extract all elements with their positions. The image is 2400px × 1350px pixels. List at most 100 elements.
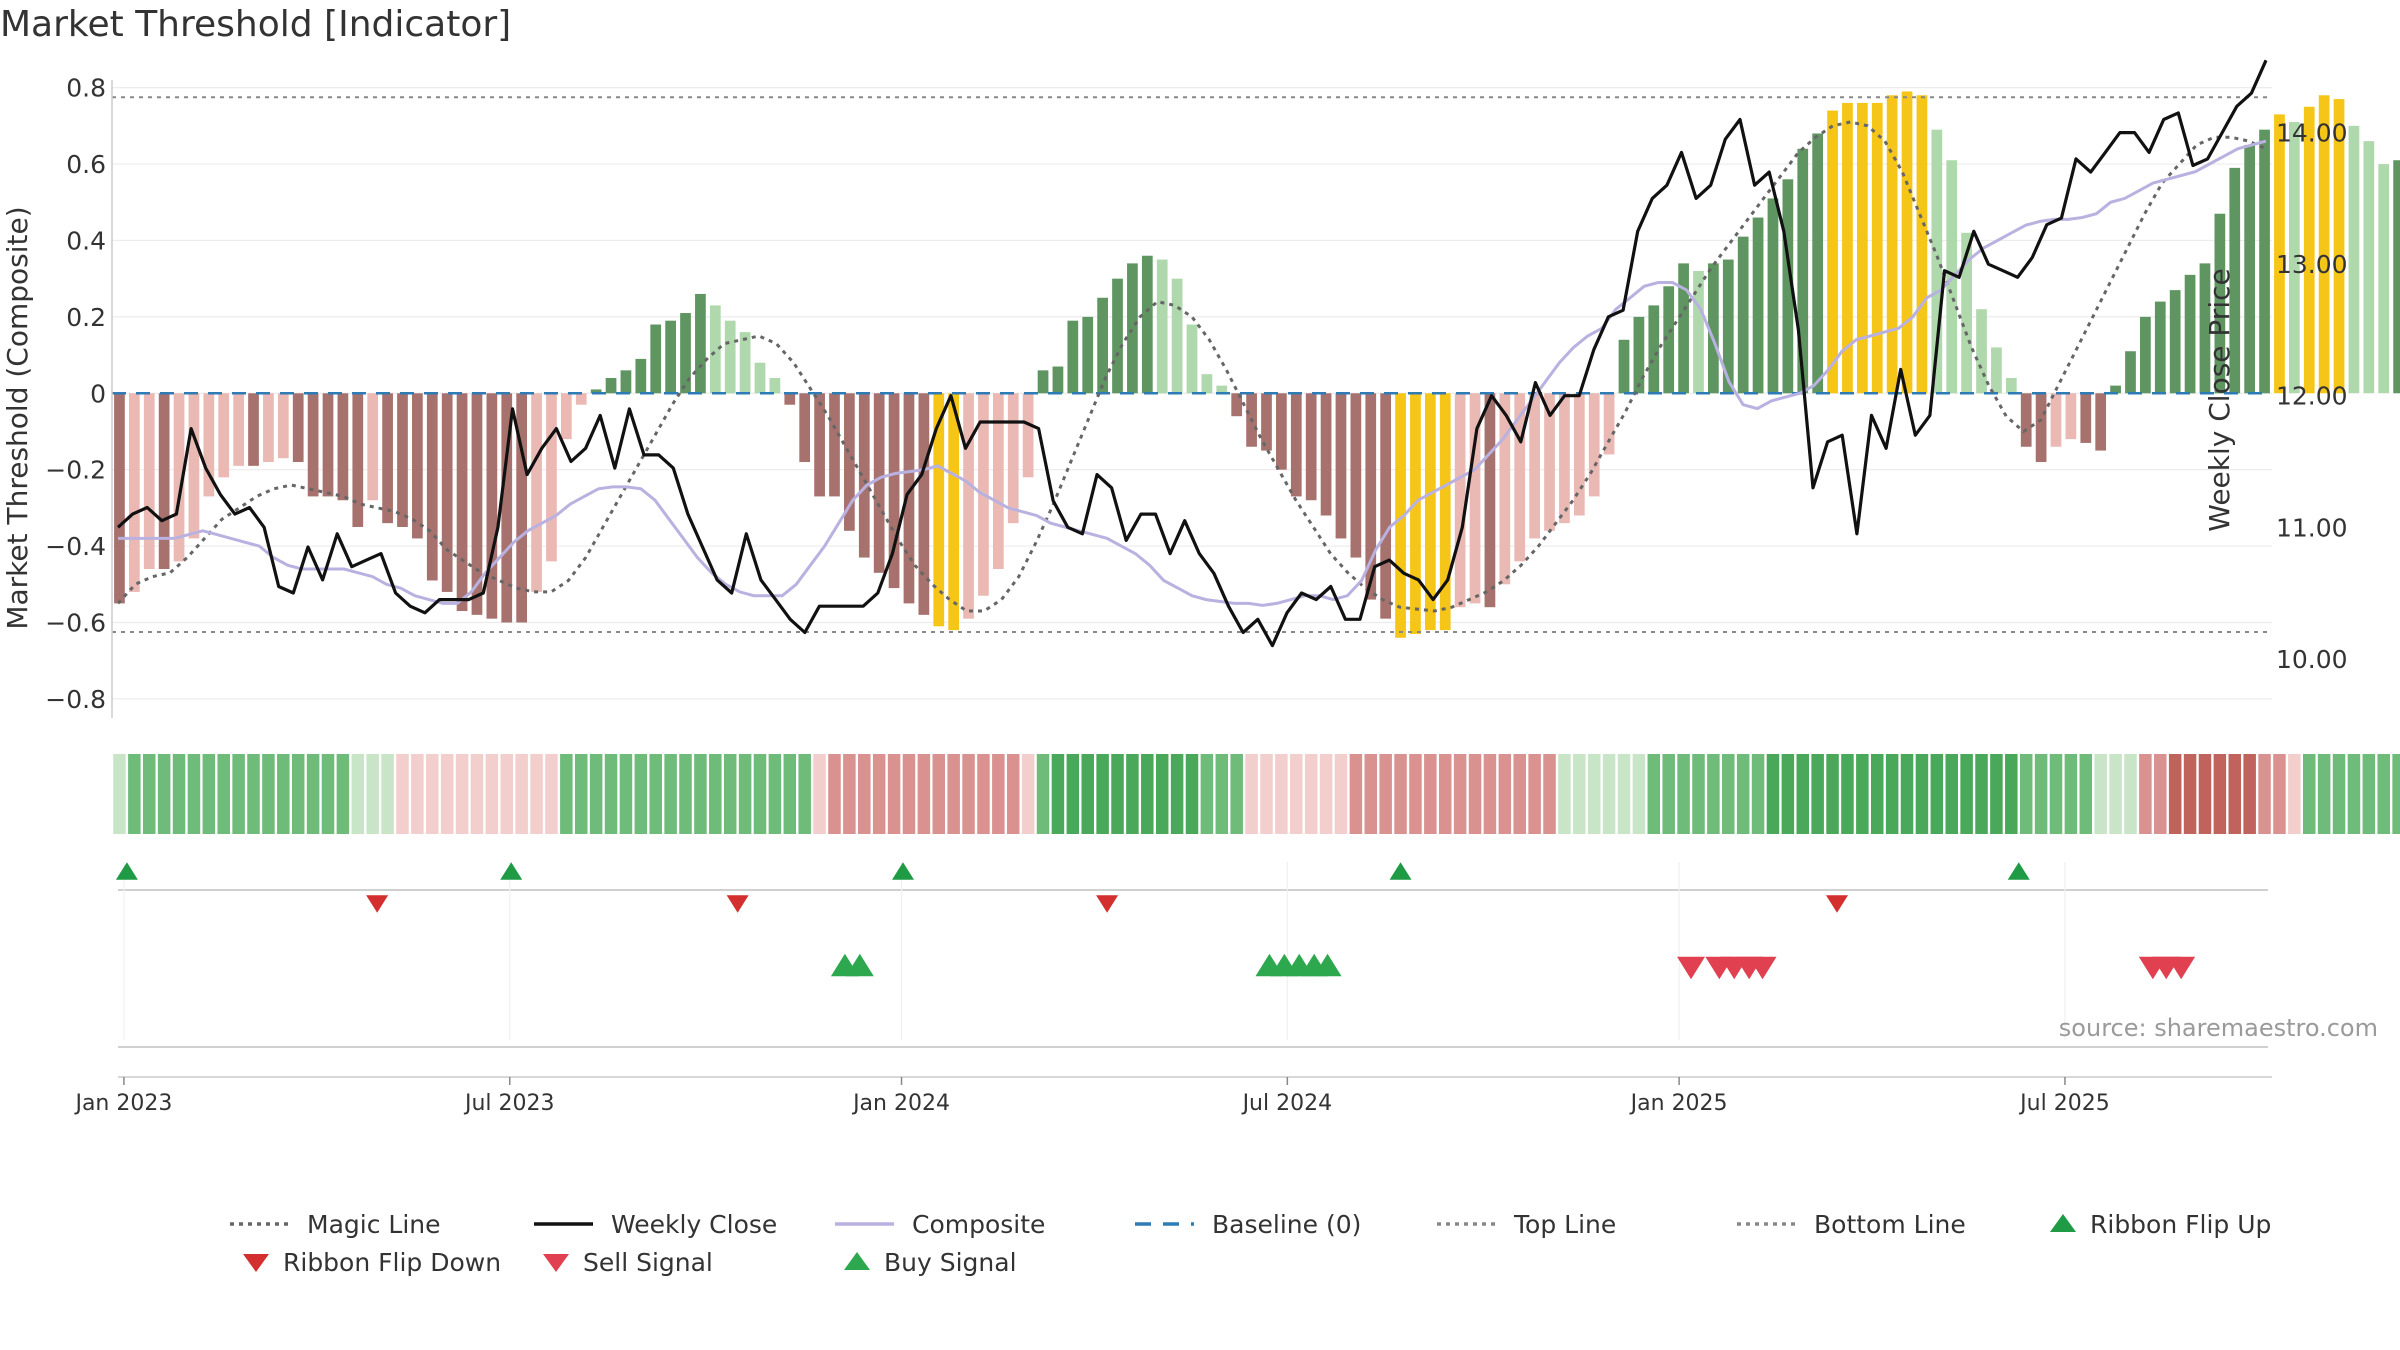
- composite-bar: [1037, 370, 1049, 394]
- ribbon-cell: [872, 754, 886, 834]
- x-tick-label: Jul 2023: [463, 1091, 555, 1116]
- composite-bar: [1842, 102, 1853, 394]
- composite-bar: [277, 393, 289, 459]
- ribbon-cell: [545, 754, 558, 834]
- y-tick-left: −0.6: [45, 608, 106, 637]
- legend-label: Ribbon Flip Down: [283, 1248, 501, 1277]
- composite-bar: [1410, 393, 1421, 634]
- ribbon-cell: [947, 754, 960, 834]
- composite-bar: [814, 393, 825, 497]
- y-tick-right: 10.00: [2276, 645, 2348, 674]
- ribbon-cell: [1736, 754, 1750, 834]
- legend-swatch-triangle: [243, 1254, 269, 1272]
- legend-label: Ribbon Flip Up: [2090, 1210, 2271, 1239]
- ribbon-cell: [783, 754, 797, 834]
- ribbon-cell: [977, 754, 990, 834]
- composite-bar: [1082, 316, 1094, 394]
- composite-bar: [188, 393, 200, 539]
- ribbon-cell: [2019, 754, 2033, 834]
- composite-bar: [337, 393, 349, 501]
- composite-bar: [1752, 217, 1764, 394]
- ribbon-cell: [2273, 754, 2286, 834]
- ribbon-cell: [1394, 754, 1407, 834]
- composite-bar: [1052, 366, 1064, 394]
- ribbon-cell: [753, 754, 767, 834]
- ribbon-cell: [2198, 754, 2212, 834]
- ribbon-cell: [1066, 754, 1080, 834]
- ribbon-cell: [1021, 754, 1035, 834]
- composite-bar: [2169, 290, 2181, 394]
- composite-bar: [382, 393, 393, 524]
- ribbon-cell: [2168, 754, 2182, 834]
- composite-bar: [322, 393, 334, 497]
- composite-bar: [2154, 301, 2166, 394]
- composite-line: [118, 139, 2267, 607]
- composite-bar: [1618, 339, 1630, 394]
- composite-bar: [1141, 255, 1153, 394]
- ribbon-cell: [2302, 754, 2316, 834]
- composite-bar: [829, 393, 840, 497]
- ribbon-cell: [1751, 754, 1765, 834]
- composite-bar: [1350, 393, 1362, 558]
- sell-signal-marker: [1748, 956, 1777, 980]
- composite-bar: [844, 393, 855, 531]
- ribbon-flip-down-marker: [726, 895, 749, 913]
- composite-bar: [233, 393, 244, 466]
- ribbon-cell: [858, 754, 871, 834]
- ribbon-cell: [2228, 754, 2242, 834]
- ribbon-cell: [694, 754, 707, 834]
- ribbon-cell: [247, 754, 260, 834]
- ribbon-cell: [128, 754, 141, 834]
- composite-bar: [1320, 393, 1332, 516]
- composite-bar: [292, 393, 304, 463]
- composite-bar: [173, 393, 185, 562]
- composite-bar: [307, 393, 319, 497]
- ribbon-cell: [798, 754, 811, 834]
- legend-label: Magic Line: [307, 1210, 441, 1239]
- legend-label: Buy Signal: [884, 1248, 1017, 1277]
- ribbon-cell: [202, 754, 216, 834]
- legend-item: Top Line: [1437, 1210, 1616, 1239]
- ribbon-cell: [470, 754, 484, 834]
- composite-bar: [1499, 393, 1511, 585]
- y-tick-left: −0.4: [45, 532, 106, 561]
- composite-bar: [1395, 393, 1406, 638]
- ribbon-cell: [2362, 754, 2376, 834]
- composite-bar: [397, 393, 408, 527]
- ribbon-cell: [351, 754, 365, 834]
- chart-title: Market Threshold [Indicator]: [0, 4, 512, 45]
- composite-bar: [1424, 393, 1436, 631]
- y-axis-right-label: Weekly Close Price: [2203, 268, 2236, 531]
- composite-bar: [2214, 213, 2226, 394]
- composite-bar: [888, 393, 900, 589]
- buy-signal-marker: [1313, 953, 1342, 977]
- ribbon-cell: [843, 754, 856, 834]
- ribbon-cell: [530, 754, 543, 834]
- composite-bar: [1022, 393, 1034, 478]
- composite-bar: [501, 393, 513, 623]
- ribbon-cell: [1543, 754, 1556, 834]
- y-tick-right: 11.00: [2276, 513, 2348, 542]
- sell-signal-marker: [2167, 956, 2196, 980]
- composite-bar: [1305, 393, 1317, 501]
- y-tick-left: 0: [90, 379, 106, 408]
- ribbon-cell: [1856, 754, 1869, 834]
- ribbon-cell: [1602, 754, 1616, 834]
- composite-bar: [1663, 286, 1675, 394]
- ribbon-cell: [455, 754, 469, 834]
- ribbon-cell: [649, 754, 662, 834]
- ribbon-cell: [172, 754, 186, 834]
- ribbon-cell: [1409, 754, 1422, 834]
- composite-bar: [1529, 393, 1540, 539]
- ribbon-cell: [2049, 754, 2063, 834]
- ribbon-cell: [1647, 754, 1661, 834]
- ribbon-cell: [1438, 754, 1452, 834]
- composite-bar: [516, 393, 528, 623]
- composite-bar: [2005, 377, 2017, 394]
- composite-bar: [2259, 129, 2270, 394]
- legend-item: Magic Line: [230, 1210, 441, 1239]
- composite-bar: [248, 393, 259, 466]
- legend-item: Sell Signal: [543, 1248, 713, 1277]
- legend: Magic Line Weekly Close Composite Baseline …: [230, 1210, 2271, 1277]
- composite-bar: [2303, 106, 2315, 394]
